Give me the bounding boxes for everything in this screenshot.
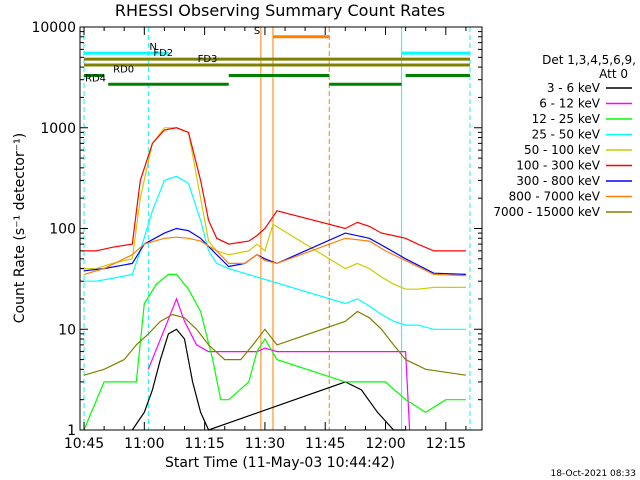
x-tick-label-5: 12:00: [365, 436, 405, 452]
flag-label-n: N: [149, 42, 156, 53]
y-tick-label-3: 1000: [40, 121, 76, 137]
legend-label-0: 3 - 6 keV: [547, 81, 601, 95]
x-tick-label-2: 11:15: [184, 436, 224, 452]
series-line-8: [83, 310, 466, 376]
chart-title: RHESSI Observing Summary Count Rates: [115, 1, 445, 20]
series-line-2: [83, 273, 466, 431]
legend-label-2: 12 - 25 keV: [532, 112, 601, 126]
flag-label-fd3: FD3: [198, 54, 218, 65]
x-tick-label-0: 10:45: [64, 436, 104, 452]
legend-title-line-1: Det 1,3,4,5,6,9,: [542, 53, 636, 67]
y-tick-label-0: 1: [67, 423, 76, 439]
y-tick-label-2: 100: [49, 222, 76, 238]
series-line-6: [83, 227, 466, 275]
chart-axes: 10:45 11:00 11:15 11:30 11:45 12:00 12:15 1 10 10…: [31, 20, 482, 452]
legend-label-4: 50 - 100 keV: [524, 143, 601, 157]
legend-title-line-2: Att 0: [599, 67, 628, 81]
y-axis-label: Count Rate (s⁻¹ detector⁻¹): [12, 133, 28, 323]
chart-marks: N S FD2 FD3 RD0 RD4: [83, 26, 471, 431]
legend-label-3: 25 - 50 keV: [532, 128, 601, 142]
series-line-3: [84, 175, 466, 330]
flag-label-rd4: RD4: [85, 73, 106, 84]
legend-label-5: 100 - 300 keV: [516, 159, 600, 173]
series-line-5: [84, 127, 466, 252]
series-line-4: [84, 127, 466, 290]
legend-label-7: 800 - 7000 keV: [509, 190, 601, 204]
series-line-0: [131, 328, 406, 431]
flag-label-rd0: RD0: [113, 65, 134, 76]
series-line-7: [83, 236, 466, 277]
x-tick-label-3: 11:30: [245, 436, 285, 452]
x-tick-label-1: 11:00: [124, 436, 164, 452]
flag-label-s: S: [254, 26, 260, 37]
x-tick-label-4: 11:45: [305, 436, 345, 452]
series-line-1: [147, 297, 411, 431]
flag-label-fd2: FD2: [153, 48, 173, 59]
legend-label-6: 300 - 800 keV: [516, 174, 600, 188]
legend-label-8: 7000 - 15000 keV: [493, 205, 600, 219]
x-axis-label: Start Time (11-May-03 10:44:42): [165, 455, 395, 471]
timestamp: 18-Oct-2021 08:33: [551, 469, 636, 479]
legend-label-1: 6 - 12 keV: [539, 97, 601, 111]
y-tick-label-4: 10000: [31, 20, 76, 36]
x-tick-label-6: 12:15: [426, 436, 466, 452]
y-tick-label-1: 10: [58, 322, 76, 338]
